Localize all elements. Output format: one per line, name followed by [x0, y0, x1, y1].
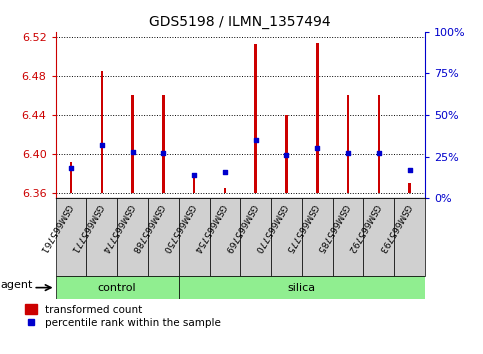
Bar	[86, 198, 117, 276]
Bar	[255, 44, 257, 193]
Bar	[117, 198, 148, 276]
Text: GSM665785: GSM665785	[314, 202, 350, 254]
Bar	[409, 183, 411, 193]
Point	[344, 150, 352, 156]
Point	[67, 165, 75, 171]
Bar	[316, 42, 318, 193]
Bar	[179, 198, 210, 276]
Text: GSM665792: GSM665792	[345, 202, 381, 254]
Text: GSM665775: GSM665775	[284, 202, 319, 254]
Text: GSM665754: GSM665754	[191, 202, 227, 254]
Point	[159, 150, 167, 156]
Text: control: control	[98, 282, 136, 293]
Bar	[271, 198, 302, 276]
Bar	[131, 96, 134, 193]
Point	[221, 169, 229, 175]
Text: agent: agent	[0, 280, 32, 290]
Bar	[302, 198, 333, 276]
Bar	[224, 188, 226, 193]
Point	[128, 149, 136, 154]
Bar	[162, 96, 165, 193]
Title: GDS5198 / ILMN_1357494: GDS5198 / ILMN_1357494	[149, 16, 331, 29]
Bar	[394, 198, 425, 276]
Point	[283, 152, 290, 158]
Point	[406, 167, 413, 173]
Bar	[56, 276, 179, 299]
Text: GSM665770: GSM665770	[253, 202, 288, 254]
Text: GSM665793: GSM665793	[376, 202, 411, 254]
Text: GSM665771: GSM665771	[68, 202, 103, 254]
Point	[313, 145, 321, 151]
Bar	[285, 115, 288, 193]
Bar	[193, 176, 195, 193]
Point	[98, 142, 106, 148]
Bar	[378, 96, 380, 193]
Bar	[56, 198, 86, 276]
Bar	[179, 276, 425, 299]
Bar	[333, 198, 364, 276]
Point	[375, 150, 383, 156]
Bar	[210, 198, 240, 276]
Bar	[148, 198, 179, 276]
Text: silica: silica	[288, 282, 316, 293]
Text: GSM665750: GSM665750	[160, 202, 196, 254]
Point	[252, 137, 259, 143]
Point	[190, 172, 198, 178]
Text: GSM665788: GSM665788	[129, 202, 165, 254]
Bar	[240, 198, 271, 276]
Bar	[364, 198, 394, 276]
Bar	[347, 96, 349, 193]
Text: GSM665761: GSM665761	[37, 202, 72, 254]
Legend: transformed count, percentile rank within the sample: transformed count, percentile rank withi…	[25, 304, 221, 328]
Text: GSM665769: GSM665769	[222, 202, 257, 254]
Bar	[100, 71, 103, 193]
Bar	[70, 162, 72, 193]
Text: GSM665774: GSM665774	[99, 202, 134, 254]
